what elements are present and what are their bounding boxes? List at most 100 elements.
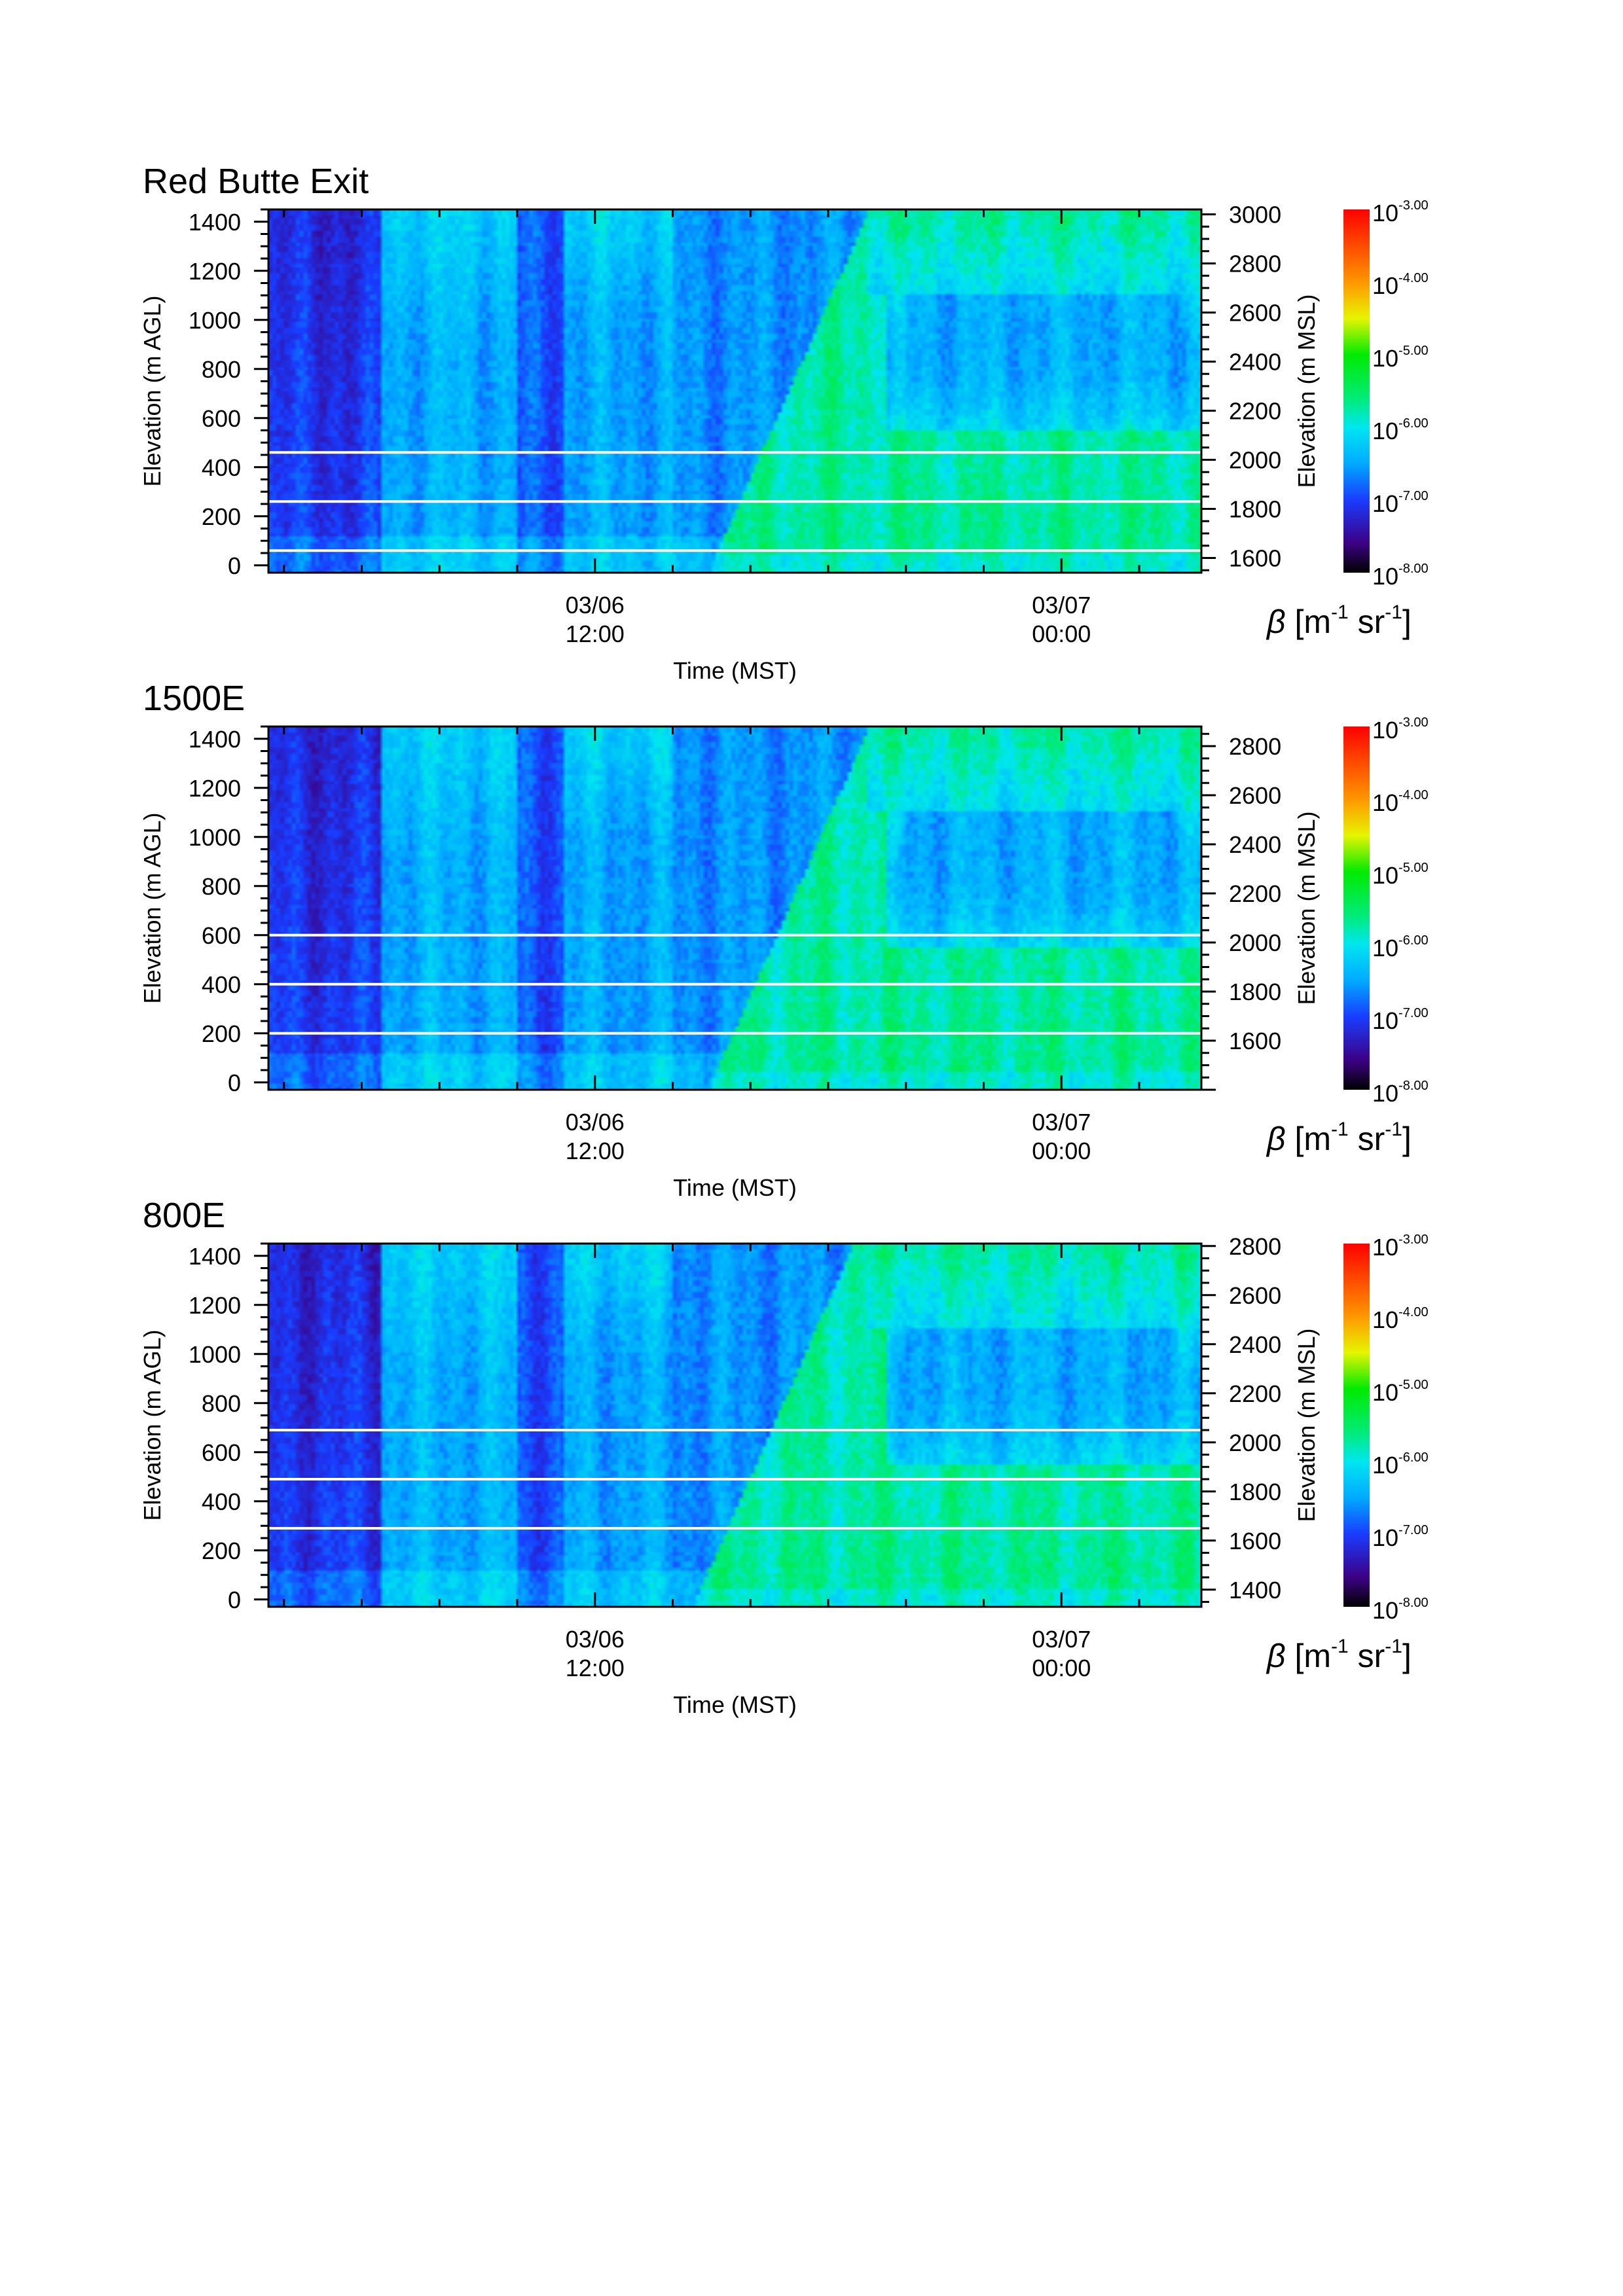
- colorbar-tick-label: 10-8.00: [1372, 1596, 1429, 1624]
- y-tick-label: 400: [202, 1488, 241, 1515]
- x-tick-label-time: 12:00: [566, 1655, 625, 1681]
- y2-tick-label: 2200: [1229, 880, 1281, 907]
- y-tick-label: 800: [202, 1390, 241, 1417]
- y2-tick-label: 2600: [1229, 1282, 1281, 1309]
- colorbar: [1343, 726, 1370, 1090]
- y2-axis-label: Elevation (m MSL): [1293, 1328, 1320, 1522]
- colorbar-tick-label: 10-6.00: [1372, 1450, 1429, 1479]
- colorbar-tick-label: 10-4.00: [1372, 788, 1429, 816]
- colorbar-tick-label: 10-6.00: [1372, 416, 1429, 444]
- y-tick-label: 1000: [189, 307, 241, 334]
- y-tick-label: 800: [202, 873, 241, 900]
- y2-tick-label: 2600: [1229, 782, 1281, 809]
- y2-tick-label: 1400: [1229, 1577, 1281, 1604]
- x-tick-label-time: 12:00: [566, 1138, 625, 1164]
- x-axis-label: Time (MST): [673, 1691, 797, 1718]
- colorbar-tick-label: 10-3.00: [1372, 1232, 1429, 1261]
- colorbar: [1343, 209, 1370, 573]
- y2-tick-label: 1600: [1229, 1528, 1281, 1554]
- y2-tick-label: 2800: [1229, 1233, 1281, 1260]
- y2-tick-label: 2000: [1229, 1429, 1281, 1456]
- y2-axis-label: Elevation (m MSL): [1293, 811, 1320, 1005]
- colorbar-units-label: β [m-1 sr-1]: [1266, 1636, 1412, 1674]
- y2-tick-label: 2400: [1229, 831, 1281, 858]
- colorbar-tick-label: 10-7.00: [1372, 489, 1429, 517]
- y-tick-label: 600: [202, 1439, 241, 1466]
- y-axis-label: Elevation (m AGL): [139, 1329, 166, 1520]
- y-tick-label: 200: [202, 1537, 241, 1564]
- colorbar-tick-label: 10-3.00: [1372, 715, 1429, 744]
- colorbar-units-label: β [m-1 sr-1]: [1266, 1119, 1412, 1157]
- colorbar-tick-label: 10-8.00: [1372, 562, 1429, 590]
- x-axis-label: Time (MST): [673, 657, 797, 684]
- colorbar-units-label: β [m-1 sr-1]: [1266, 601, 1412, 640]
- panel-title: 1500E: [143, 679, 245, 718]
- y-tick-label: 600: [202, 405, 241, 432]
- colorbar-tick-label: 10-5.00: [1372, 344, 1429, 372]
- y-tick-label: 200: [202, 503, 241, 530]
- y-tick-label: 1400: [189, 726, 241, 753]
- panel-2: 1500E 0 200 400 600 800 1000 1200 1400 1600 1800 20…: [139, 679, 1429, 1201]
- x-axis-label: Time (MST): [673, 1174, 797, 1201]
- y2-tick-label: 3000: [1229, 202, 1281, 228]
- y-tick-label: 1200: [189, 258, 241, 285]
- x-tick-label-time: 00:00: [1032, 620, 1091, 647]
- plot-frame: [267, 208, 1203, 574]
- y2-tick-label: 2200: [1229, 398, 1281, 425]
- colorbar: [1343, 1244, 1370, 1607]
- y-tick-label: 1000: [189, 1341, 241, 1368]
- panel-title: 800E: [143, 1196, 225, 1235]
- y2-tick-label: 2800: [1229, 251, 1281, 278]
- y-tick-label: 0: [228, 1587, 241, 1613]
- colorbar-tick-label: 10-7.00: [1372, 1006, 1429, 1034]
- y-tick-label: 1400: [189, 209, 241, 236]
- x-tick-label-date: 03/07: [1032, 1626, 1091, 1653]
- y2-tick-label: 1800: [1229, 1479, 1281, 1505]
- y-tick-label: 0: [228, 552, 241, 579]
- y2-tick-label: 1800: [1229, 978, 1281, 1005]
- colorbar-tick-label: 10-3.00: [1372, 198, 1429, 226]
- y-tick-label: 1200: [189, 775, 241, 802]
- x-tick-label-time: 12:00: [566, 620, 625, 647]
- y-tick-label: 400: [202, 971, 241, 998]
- y-tick-label: 1400: [189, 1243, 241, 1270]
- x-tick-label-date: 03/06: [566, 1626, 625, 1653]
- x-tick-label-date: 03/07: [1032, 592, 1091, 619]
- y2-tick-label: 1600: [1229, 545, 1281, 572]
- backscatter-heatmap: [268, 1244, 1201, 1607]
- y-tick-label: 1000: [189, 824, 241, 851]
- x-tick-label-date: 03/06: [566, 592, 625, 619]
- colorbar-tick-label: 10-6.00: [1372, 933, 1429, 961]
- panel-title: Red Butte Exit: [143, 162, 369, 201]
- y-tick-label: 600: [202, 922, 241, 949]
- colorbar-tick-label: 10-8.00: [1372, 1079, 1429, 1107]
- y2-tick-label: 2400: [1229, 349, 1281, 376]
- colorbar-tick-label: 10-5.00: [1372, 861, 1429, 889]
- y-tick-label: 0: [228, 1069, 241, 1096]
- y-tick-label: 1200: [189, 1292, 241, 1319]
- backscatter-heatmap: [268, 726, 1201, 1090]
- x-tick-label-date: 03/06: [566, 1109, 625, 1136]
- x-tick-label-date: 03/07: [1032, 1109, 1091, 1136]
- y2-axis-label: Elevation (m MSL): [1293, 294, 1320, 488]
- colorbar-tick-label: 10-5.00: [1372, 1378, 1429, 1406]
- colorbar-tick-label: 10-4.00: [1372, 271, 1429, 299]
- y-axis-label: Elevation (m AGL): [139, 295, 166, 486]
- y2-tick-label: 2600: [1229, 300, 1281, 327]
- plot-frame: [267, 725, 1203, 1091]
- colorbar-tick-label: 10-4.00: [1372, 1305, 1429, 1333]
- y-axis-label: Elevation (m AGL): [139, 812, 166, 1003]
- y2-tick-label: 2000: [1229, 447, 1281, 474]
- y2-tick-label: 1800: [1229, 496, 1281, 523]
- y2-tick-label: 2000: [1229, 929, 1281, 956]
- panel-3: 800E 0 200 400 600 800 1000 1200 1400 1400 1600 180…: [139, 1196, 1429, 1718]
- y2-tick-label: 2200: [1229, 1380, 1281, 1407]
- y-tick-label: 800: [202, 356, 241, 383]
- colorbar-tick-label: 10-7.00: [1372, 1523, 1429, 1551]
- plot-frame: [267, 1242, 1203, 1608]
- x-tick-label-time: 00:00: [1032, 1138, 1091, 1164]
- y2-tick-label: 1600: [1229, 1028, 1281, 1054]
- backscatter-heatmap: [268, 209, 1201, 573]
- y2-tick-label: 2400: [1229, 1331, 1281, 1358]
